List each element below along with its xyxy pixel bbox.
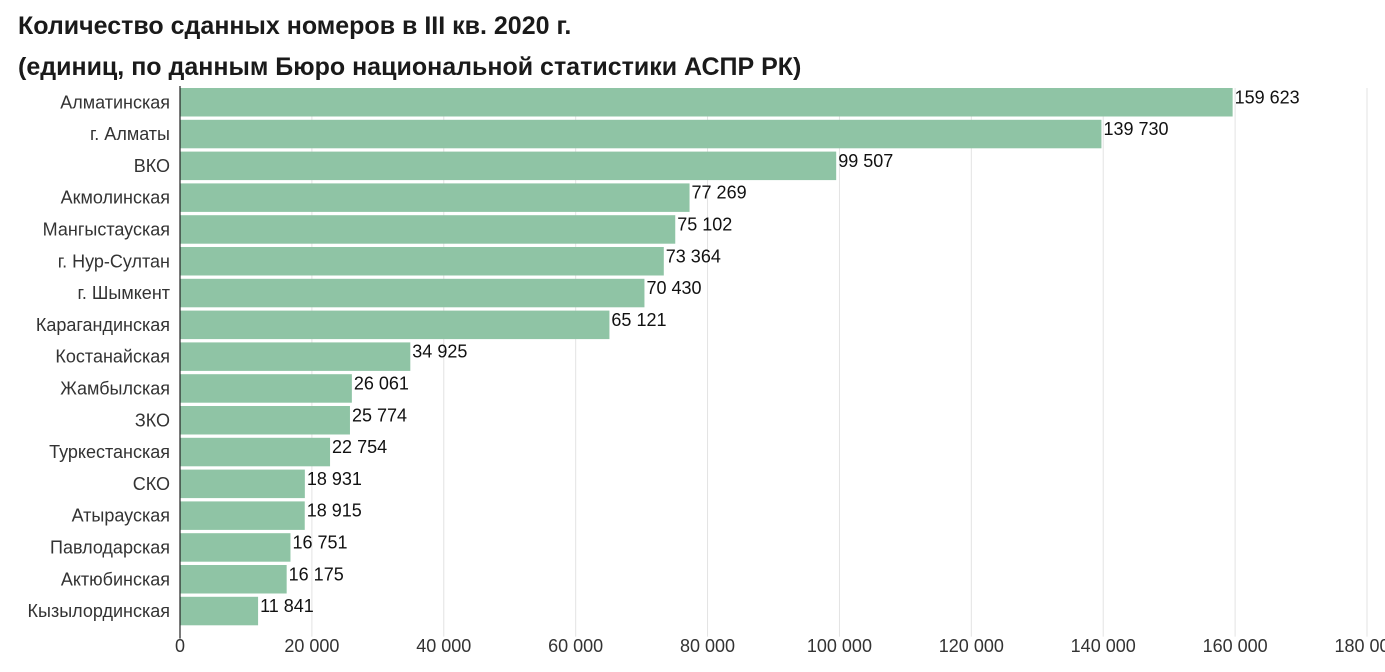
- bar: [180, 151, 837, 181]
- category-label: Туркестанская: [49, 442, 170, 462]
- category-label: Костанайская: [55, 347, 170, 367]
- bar: [180, 374, 352, 403]
- value-label: 139 730: [1103, 119, 1168, 139]
- x-tick-label: 20 000: [284, 636, 339, 656]
- bar: [180, 215, 676, 244]
- bar: [180, 596, 259, 626]
- value-label: 16 175: [289, 564, 344, 584]
- value-label: 11 841: [260, 596, 314, 616]
- value-label: 77 269: [692, 183, 747, 203]
- bar: [180, 342, 411, 371]
- bar: [180, 565, 287, 594]
- x-tick-label: 0: [175, 636, 185, 656]
- bar: [180, 469, 305, 499]
- x-tick-label: 120 000: [939, 636, 1004, 656]
- chart-title: Количество сданных номеров в III кв. 202…: [18, 12, 572, 40]
- category-label: Акмолинская: [61, 188, 170, 208]
- grid-lines: [311, 88, 1368, 637]
- bars-group: [180, 88, 1233, 626]
- category-label: г. Нур-Султан: [58, 251, 170, 271]
- value-label: 73 364: [666, 246, 721, 266]
- chart-subtitle: (единиц, по данным Бюро национальной ста…: [18, 53, 802, 81]
- x-tick-label: 40 000: [416, 636, 471, 656]
- category-label: Актюбинская: [61, 569, 170, 589]
- bar: [180, 183, 690, 212]
- x-axis-ticks: 0 20 000 40 000 60 000 80 000 100 000 120 000 1…: [175, 636, 1385, 656]
- category-label: Алматинская: [60, 92, 170, 112]
- x-tick-label: 180 000: [1334, 636, 1385, 656]
- bar: [180, 501, 305, 530]
- bar: [180, 278, 645, 308]
- value-label: 25 774: [352, 405, 407, 425]
- category-label: Павлодарская: [50, 537, 170, 557]
- bar: [180, 406, 350, 435]
- value-label: 70 430: [646, 278, 701, 298]
- category-labels: Алматинская г. Алматы ВКО Акмолинская Мангыс…: [28, 92, 170, 621]
- bar: [180, 437, 331, 467]
- value-labels: 159 623 139 730 99 507 77 269 75 102 73 364 70…: [260, 87, 1300, 616]
- value-label: 75 102: [677, 214, 732, 234]
- value-label: 34 925: [412, 342, 467, 362]
- x-tick-label: 100 000: [807, 636, 872, 656]
- value-label: 65 121: [611, 310, 666, 330]
- bar: [180, 247, 664, 276]
- value-label: 18 931: [307, 469, 362, 489]
- category-label: Карагандинская: [36, 315, 170, 335]
- x-tick-label: 140 000: [1071, 636, 1136, 656]
- category-label: Жамбылская: [60, 378, 170, 398]
- value-label: 159 623: [1235, 87, 1300, 107]
- value-label: 99 507: [838, 151, 893, 171]
- category-label: г. Алматы: [90, 124, 170, 144]
- value-label: 16 751: [292, 532, 347, 552]
- bar: [180, 119, 1102, 149]
- category-label: г. Шымкент: [78, 283, 170, 303]
- bar: [180, 88, 1233, 117]
- value-label: 18 915: [307, 501, 362, 521]
- category-label: СКО: [133, 474, 170, 494]
- x-tick-label: 160 000: [1203, 636, 1268, 656]
- x-tick-label: 60 000: [548, 636, 603, 656]
- category-label: Атырауская: [72, 506, 170, 526]
- category-label: Кызылординская: [28, 601, 170, 621]
- category-label: ВКО: [134, 156, 170, 176]
- x-tick-label: 80 000: [680, 636, 735, 656]
- bar: [180, 310, 610, 340]
- category-label: Мангыстауская: [43, 219, 170, 239]
- value-label: 26 061: [354, 373, 409, 393]
- bar: [180, 533, 291, 562]
- category-label: ЗКО: [135, 410, 170, 430]
- value-label: 22 754: [332, 437, 387, 457]
